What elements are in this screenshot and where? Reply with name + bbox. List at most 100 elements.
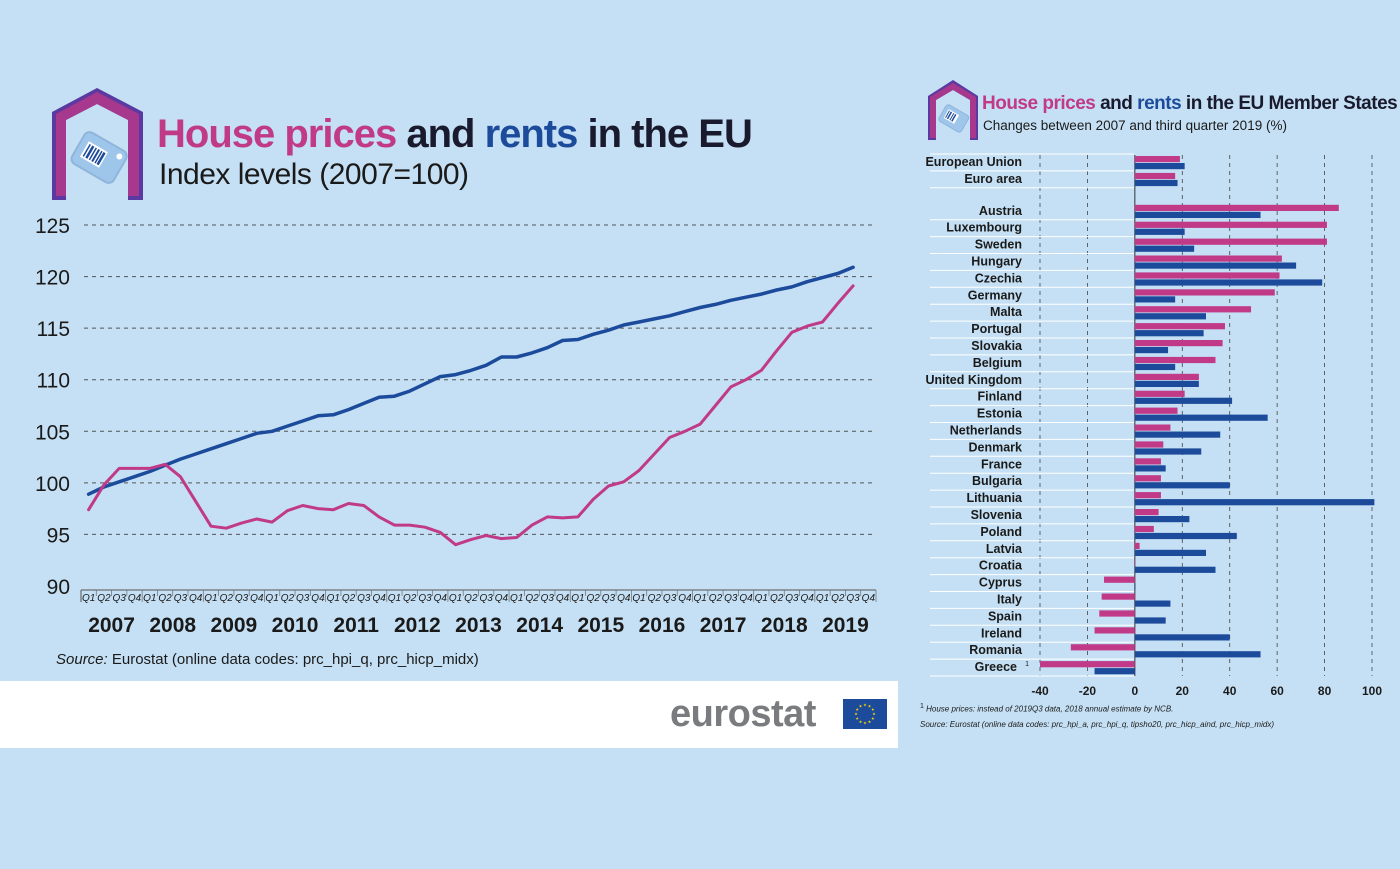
category-label: Estonia bbox=[977, 407, 1023, 421]
category-label: Czechia bbox=[975, 271, 1023, 285]
bar-house-prices bbox=[1134, 407, 1178, 414]
bar-house-prices bbox=[1134, 255, 1282, 262]
right-chart-title: House prices and rents in the EU Member … bbox=[982, 93, 1398, 115]
bar-house-prices bbox=[1094, 627, 1135, 634]
quarter-label: Q3 bbox=[357, 593, 371, 604]
x-tick-label: 100 bbox=[1362, 684, 1382, 698]
quarter-label: Q1 bbox=[694, 593, 707, 604]
quarter-label: Q1 bbox=[755, 593, 768, 604]
quarter-label: Q2 bbox=[403, 593, 417, 604]
bar-rents bbox=[1134, 465, 1166, 472]
flag-star bbox=[855, 716, 859, 720]
y-tick-label: 120 bbox=[35, 267, 70, 290]
year-label: 2013 bbox=[455, 614, 502, 637]
right-chart-subtitle: Changes between 2007 and third quarter 2… bbox=[983, 118, 1287, 133]
quarter-label: Q4 bbox=[128, 593, 142, 604]
right-title-and: and bbox=[1095, 93, 1138, 114]
quarter-label: Q2 bbox=[770, 593, 784, 604]
quarter-label: Q3 bbox=[113, 593, 127, 604]
right-title-member-states: in the EU Member States bbox=[1181, 93, 1398, 114]
bar-rents bbox=[1134, 499, 1375, 506]
y-tick-label: 110 bbox=[37, 370, 70, 393]
bar-rents bbox=[1134, 583, 1136, 590]
quarter-label: Q3 bbox=[846, 593, 860, 604]
bar-house-prices bbox=[1134, 204, 1339, 211]
category-label: Euro area bbox=[964, 172, 1023, 186]
x-tick-label: 40 bbox=[1223, 684, 1237, 698]
bar-house-prices bbox=[1099, 610, 1135, 617]
quarter-label: Q4 bbox=[556, 593, 570, 604]
quarter-label: Q2 bbox=[648, 593, 662, 604]
quarter-label: Q2 bbox=[97, 593, 111, 604]
eurostat-logo-text: eurostat bbox=[670, 693, 816, 735]
bar-rents bbox=[1134, 363, 1176, 371]
category-label: Luxembourg bbox=[946, 221, 1022, 235]
quarter-label: Q2 bbox=[464, 593, 478, 604]
bar-house-prices bbox=[1134, 238, 1327, 245]
bar-rents bbox=[1134, 179, 1178, 187]
category-label: Germany bbox=[968, 288, 1022, 302]
bar-rents bbox=[1134, 482, 1230, 489]
quarter-label: Q4 bbox=[372, 593, 386, 604]
bar-house-prices bbox=[1134, 390, 1185, 397]
house-tag-icon bbox=[928, 80, 978, 140]
x-tick-label: 80 bbox=[1318, 684, 1332, 698]
x-tick-label: 20 bbox=[1176, 684, 1190, 698]
flag-star bbox=[867, 704, 872, 708]
year-label: 2007 bbox=[88, 614, 135, 637]
bar-rents bbox=[1134, 347, 1169, 354]
bar-rents bbox=[1134, 163, 1185, 170]
y-tick-label: 115 bbox=[37, 318, 70, 341]
bar-house-prices bbox=[1134, 356, 1216, 364]
bar-house-prices bbox=[1134, 509, 1159, 516]
quarter-label: Q4 bbox=[739, 593, 753, 604]
category-label: Greece bbox=[975, 660, 1017, 674]
year-label: 2009 bbox=[211, 614, 258, 637]
quarter-label: Q2 bbox=[831, 593, 845, 604]
flag-star bbox=[858, 720, 863, 724]
right-title-house-prices: House prices bbox=[982, 93, 1096, 114]
year-label: 2008 bbox=[149, 614, 196, 637]
quarter-label: Q4 bbox=[862, 593, 876, 604]
category-label: Slovenia bbox=[971, 508, 1023, 522]
title-house-prices: House prices bbox=[157, 112, 397, 156]
year-label: 2010 bbox=[272, 614, 319, 637]
category-label: Portugal bbox=[971, 322, 1022, 336]
quarter-label: Q4 bbox=[495, 593, 509, 604]
x-tick-label: -20 bbox=[1079, 684, 1097, 698]
bar-rents bbox=[1134, 397, 1233, 404]
category-label: Finland bbox=[978, 390, 1022, 404]
category-label: Latvia bbox=[986, 542, 1023, 556]
quarter-label: Q3 bbox=[785, 593, 799, 604]
bar-rents bbox=[1134, 279, 1323, 286]
category-label: European Union bbox=[925, 155, 1022, 169]
year-label: 2016 bbox=[639, 614, 686, 637]
footnote-mark: 1 bbox=[920, 703, 924, 710]
bar-rents bbox=[1134, 414, 1268, 421]
bar-house-prices bbox=[1070, 644, 1135, 651]
quarter-label: Q1 bbox=[327, 593, 340, 604]
bar-rents bbox=[1134, 245, 1195, 252]
x-tick-label: 60 bbox=[1270, 684, 1284, 698]
category-label: Austria bbox=[979, 204, 1023, 218]
bar-rents bbox=[1134, 651, 1261, 658]
eu-flag-icon bbox=[843, 699, 887, 729]
footnote-marker: 1 bbox=[1025, 661, 1029, 668]
quarter-label: Q2 bbox=[709, 593, 723, 604]
bar-house-prices bbox=[1040, 661, 1135, 668]
y-tick-label: 105 bbox=[35, 421, 70, 444]
bar-house-prices bbox=[1104, 576, 1135, 583]
footnote-text: House prices: instead of 2019Q3 data, 20… bbox=[923, 704, 1174, 714]
title-and: and bbox=[396, 112, 485, 156]
year-label: 2019 bbox=[822, 614, 869, 637]
quarter-label: Q4 bbox=[311, 593, 325, 604]
quarter-label: Q1 bbox=[510, 593, 523, 604]
flag-star bbox=[854, 712, 858, 716]
quarter-label: Q1 bbox=[388, 593, 401, 604]
source-note: Source: Eurostat (online data codes: prc… bbox=[56, 651, 479, 668]
quarter-label: Q2 bbox=[342, 593, 356, 604]
quarter-label: Q2 bbox=[281, 593, 295, 604]
quarter-label: Q4 bbox=[617, 593, 631, 604]
quarter-label: Q3 bbox=[541, 593, 555, 604]
category-label: Denmark bbox=[969, 440, 1023, 454]
